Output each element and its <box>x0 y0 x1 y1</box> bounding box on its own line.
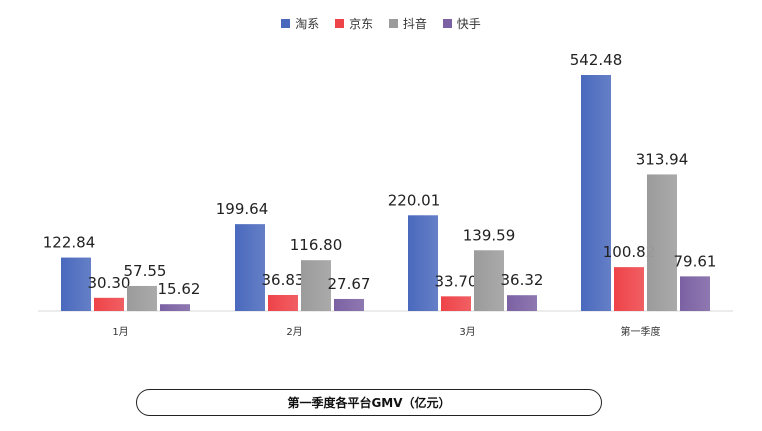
legend-label-douyin: 抖音 <box>402 17 427 31</box>
value-label-douyin-q1: 313.94 <box>636 150 689 168</box>
value-label-kuaishou-m1: 15.62 <box>158 280 201 298</box>
value-label-douyin-m3: 139.59 <box>463 226 516 244</box>
bar-douyin-m3 <box>474 250 504 311</box>
value-label-kuaishou-q1: 79.61 <box>674 252 717 270</box>
category-label-m2: 2月 <box>286 326 302 338</box>
bar-kuaishou-m1 <box>160 304 190 311</box>
bar-kuaishou-m2 <box>334 298 364 311</box>
category-label-m1: 1月 <box>112 326 128 338</box>
bar-kuaishou-q1 <box>680 276 710 311</box>
bar-taoxi-m3 <box>408 215 438 311</box>
bar-kuaishou-m3 <box>507 295 537 311</box>
value-label-kuaishou-m3: 36.32 <box>501 271 544 289</box>
legend-swatch-jd <box>335 19 345 28</box>
value-label-taoxi-m1: 122.84 <box>43 234 96 252</box>
bar-taoxi-m2 <box>235 224 265 311</box>
value-label-douyin-m2: 116.80 <box>290 236 343 254</box>
bar-jd-m1 <box>94 297 124 311</box>
legend-swatch-taoxi <box>281 19 291 28</box>
bar-jd-m3 <box>441 296 471 311</box>
legend-item-jd: 京东 <box>335 15 373 32</box>
bar-douyin-m2 <box>301 260 331 311</box>
value-label-douyin-m1: 57.55 <box>124 262 167 280</box>
legend-label-kuaishou: 快手 <box>456 17 481 31</box>
bar-jd-q1 <box>614 267 644 311</box>
legend-label-jd: 京东 <box>349 17 374 31</box>
legend-item-taoxi: 淘系 <box>281 15 319 32</box>
legend-swatch-kuaishou <box>442 19 452 28</box>
bar-jd-m2 <box>268 294 298 311</box>
value-label-taoxi-m3: 220.01 <box>388 191 441 209</box>
legend-item-douyin: 抖音 <box>388 15 427 32</box>
legend-swatch-douyin <box>388 19 398 28</box>
legend-item-kuaishou: 快手 <box>442 15 481 32</box>
bar-douyin-m1 <box>127 285 157 311</box>
value-label-jd-m3: 33.70 <box>435 272 478 290</box>
chart-title: 第一季度各平台GMV（亿元） <box>136 389 602 416</box>
legend-label-taoxi: 淘系 <box>295 17 320 31</box>
bar-douyin-q1 <box>647 174 677 311</box>
category-label-m3: 3月 <box>459 326 475 338</box>
value-label-jd-m1: 30.30 <box>88 274 131 292</box>
bar-taoxi-m1 <box>61 257 91 311</box>
value-label-kuaishou-m2: 27.67 <box>328 275 371 293</box>
value-label-jd-m2: 36.83 <box>262 271 305 289</box>
value-label-jd-q1: 100.82 <box>603 243 656 261</box>
legend: 淘系 京东 抖音 快手 <box>0 15 762 32</box>
bar-taoxi-q1 <box>581 75 611 311</box>
value-label-taoxi-q1: 542.48 <box>570 51 623 69</box>
category-label-q1: 第一季度 <box>621 325 661 338</box>
value-label-taoxi-m2: 199.64 <box>216 200 269 218</box>
